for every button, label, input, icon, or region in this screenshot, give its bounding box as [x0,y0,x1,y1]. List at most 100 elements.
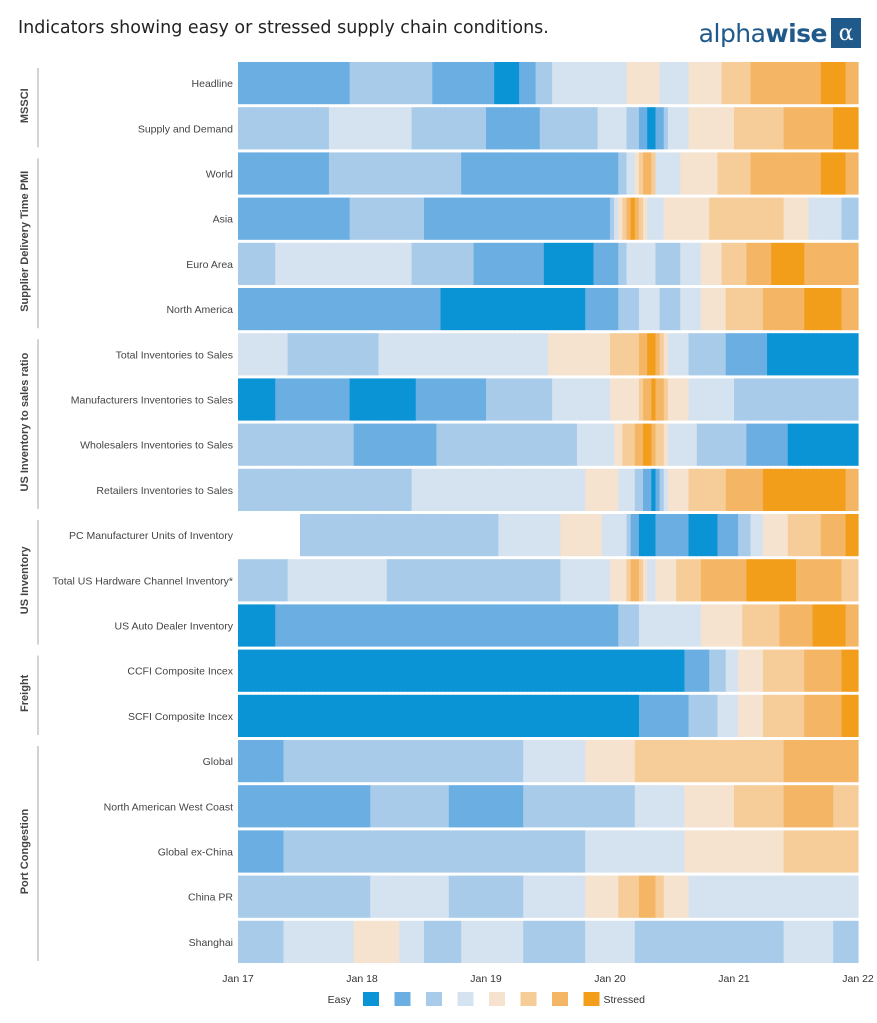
heatmap-cell [729,152,735,195]
heatmap-cell [428,875,433,918]
heatmap-cell [667,649,673,692]
heatmap-cell [386,152,392,195]
heatmap-cell [258,62,264,105]
heatmap-cell [853,514,859,557]
heatmap-cell [337,333,342,376]
heatmap-cell [713,740,719,783]
heatmap-cell [266,62,272,105]
heatmap-cell [734,875,739,918]
heatmap-cell [659,875,665,918]
heatmap-cell [680,107,685,150]
heatmap-cell [357,288,363,331]
heatmap-cell [713,830,719,873]
heatmap-cell [829,288,834,331]
heatmap-cell [581,468,586,511]
heatmap-cell [362,62,367,105]
heatmap-cell [676,875,681,918]
heatmap-cell [399,649,404,692]
heatmap-cell [779,242,785,285]
heatmap-cell [729,242,735,285]
heatmap-cell [424,559,429,602]
heatmap-cell [853,875,859,918]
heatmap-cell [333,197,338,240]
heatmap-cell [494,197,499,240]
heatmap-cell [808,197,814,240]
heatmap-cell [672,378,677,421]
heatmap-cell [452,875,458,918]
heatmap-cell [362,423,367,466]
heatmap-cell [589,604,595,647]
heatmap-cell [291,830,297,873]
heatmap-cell [506,333,512,376]
heatmap-cell [349,830,355,873]
heatmap-cell [502,694,508,737]
heatmap-cell [672,920,677,963]
heatmap-cell [750,107,756,150]
heatmap-cell [295,604,301,647]
heatmap-cell [316,559,322,602]
heatmap-cell [762,423,768,466]
heatmap-cell [796,559,801,602]
heatmap-cell [841,649,847,692]
heatmap-cell [502,604,508,647]
heatmap-cell [465,920,471,963]
heatmap-cell [618,242,623,285]
heatmap-cell [287,875,293,918]
heatmap-cell [411,288,417,331]
heatmap-cell [452,107,458,150]
heatmap-cell [527,333,533,376]
heatmap-cell [647,107,652,150]
heatmap-cell [444,107,450,150]
heatmap-cell [634,830,640,873]
heatmap-cell [597,378,603,421]
heatmap-cell [750,288,756,331]
heatmap-cell [366,514,371,557]
heatmap-cell [304,830,309,873]
heatmap-cell [477,604,483,647]
heatmap-cell [742,378,747,421]
heatmap-cell [576,649,582,692]
heatmap-cell [448,197,454,240]
heatmap-cell [250,288,256,331]
heatmap-cell [593,559,599,602]
heatmap-cell [258,197,264,240]
heatmap-cell [651,288,657,331]
heatmap-cell [783,694,789,737]
heatmap-cell [709,559,714,602]
heatmap-cell [767,197,772,240]
heatmap-cell [337,288,342,331]
heatmap-cell [684,514,690,557]
heatmap-cell [506,378,512,421]
heatmap-cell [820,62,826,105]
heatmap-cell [316,514,322,557]
heatmap-cell [287,649,293,692]
heatmap-cell [349,242,355,285]
heatmap-cell [337,423,342,466]
heatmap-cell [275,378,280,421]
heatmap-cell [349,288,355,331]
heatmap-cell [820,920,826,963]
heatmap-cell [370,197,375,240]
heatmap-cell [407,875,413,918]
heatmap-cell [581,694,586,737]
heatmap-cell [833,152,838,195]
heatmap-cell [519,740,524,783]
heatmap-cell [543,197,549,240]
heatmap-cell [486,333,491,376]
heatmap-cell [634,197,640,240]
heatmap-cell [498,920,504,963]
heatmap-cell [300,514,305,557]
heatmap-cell [448,514,454,557]
heatmap-cell [833,514,838,557]
heatmap-cell [419,514,425,557]
heatmap-cell [630,378,636,421]
heatmap-cell [370,875,375,918]
heatmap-cell [510,785,516,828]
heatmap-cell [767,468,772,511]
heatmap-cell [300,559,305,602]
heatmap-cell [461,649,466,692]
heatmap-cell [428,740,433,783]
heatmap-cell [618,694,623,737]
heatmap-cell [738,468,743,511]
heatmap-cell [481,830,487,873]
